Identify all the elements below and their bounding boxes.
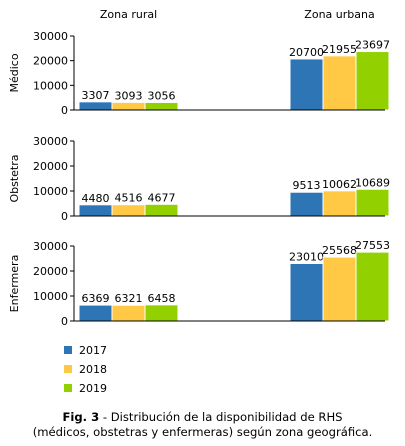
y-tick-label: 30000 (33, 135, 68, 148)
bar (111, 304, 146, 322)
data-label: 4480 (82, 192, 110, 205)
data-label: 10689 (355, 176, 390, 189)
figure-caption-line-2: (médicos, obstetras y enfermeras) según … (32, 425, 373, 439)
data-label: 6458 (148, 292, 176, 305)
y-tick-label: 0 (61, 104, 68, 117)
bar (289, 191, 324, 217)
bar (78, 101, 113, 111)
data-label: 3307 (82, 89, 110, 102)
data-label: 6369 (82, 292, 110, 305)
bar (144, 203, 179, 217)
legend-swatch (64, 346, 72, 354)
data-label: 3056 (148, 89, 176, 102)
data-label: 25568 (322, 244, 357, 257)
bar (78, 204, 113, 217)
bar (289, 262, 324, 322)
data-label: 20700 (289, 46, 324, 59)
legend-label: 2018 (79, 363, 107, 376)
bar (144, 304, 179, 322)
figure-caption: Fig. 3 - Distribución de la disponibilid… (0, 410, 405, 425)
bar (322, 256, 357, 322)
y-tick-label: 30000 (33, 30, 68, 43)
y-tick-label: 0 (61, 210, 68, 223)
y-tick-label: 0 (61, 315, 68, 328)
bar (111, 101, 146, 111)
bar (289, 58, 324, 111)
data-label: 23697 (355, 39, 390, 52)
y-tick-label: 20000 (33, 265, 68, 278)
data-label: 6321 (115, 292, 143, 305)
y-tick-label: 10000 (33, 79, 68, 92)
data-label: 10062 (322, 178, 357, 191)
legend-label: 2017 (79, 344, 107, 357)
data-label: 3093 (115, 89, 143, 102)
data-label: 9513 (293, 179, 321, 192)
data-label: 23010 (289, 250, 324, 263)
panel-label: Médico (8, 53, 21, 92)
column-header: Zona urbana (304, 8, 374, 21)
legend-swatch (64, 365, 72, 373)
data-label: 4516 (115, 192, 143, 205)
bar (355, 188, 390, 217)
y-tick-label: 20000 (33, 55, 68, 68)
data-label: 27553 (355, 239, 390, 252)
bar (355, 51, 390, 111)
legend-swatch (64, 384, 72, 392)
bar (355, 251, 390, 322)
y-tick-label: 10000 (33, 185, 68, 198)
legend-label: 2019 (79, 382, 107, 395)
panel-label: Enfermera (8, 255, 21, 313)
column-header: Zona rural (100, 8, 157, 21)
y-tick-label: 30000 (33, 240, 68, 253)
bar (144, 101, 179, 111)
data-label: 4677 (148, 191, 176, 204)
bar (78, 304, 113, 322)
y-tick-label: 10000 (33, 290, 68, 303)
bar (111, 204, 146, 217)
bar (322, 190, 357, 217)
panel-label: Obstetra (8, 154, 21, 202)
caption-label: Fig. 3 (62, 410, 100, 424)
chart: Zona rural Zona urbana 0 10000 20000 30000 Méd… (8, 8, 390, 395)
caption-line-1: - Distribución de la disponibilidad de R… (99, 410, 343, 424)
data-label: 21955 (322, 43, 357, 56)
bar (322, 55, 357, 111)
y-tick-label: 20000 (33, 160, 68, 173)
